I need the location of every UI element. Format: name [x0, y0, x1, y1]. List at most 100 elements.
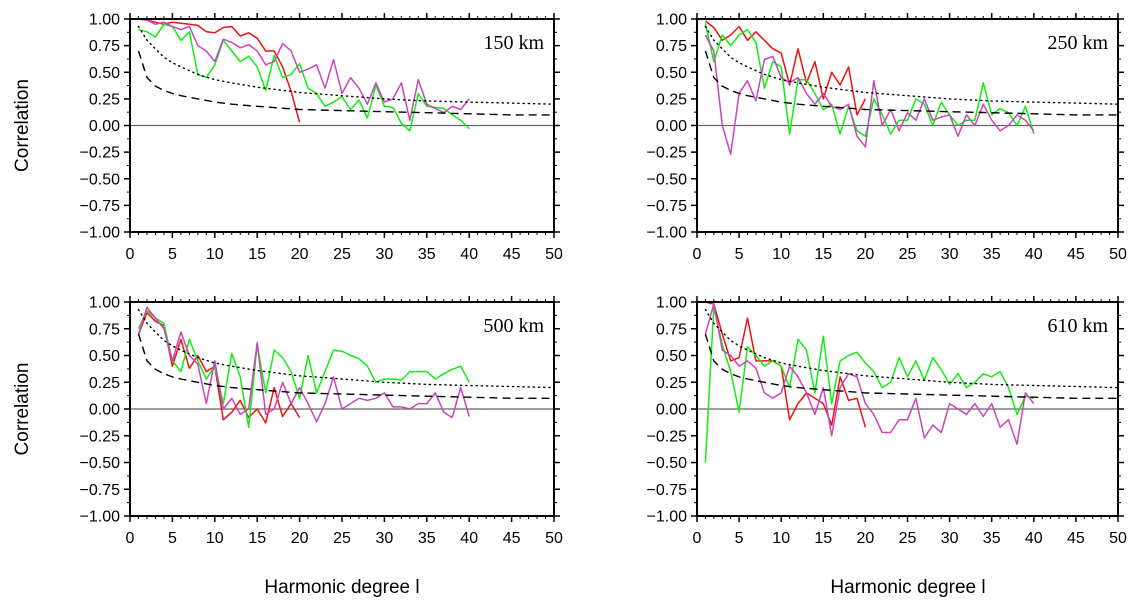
series-reference-dashed — [704, 50, 1118, 116]
chart-panel-3: 1.00 0.75 0.50 0.25 0.00 −0.25 −0.50 −0.75 −1.00… — [12, 295, 563, 599]
x-tick-label: 50 — [1109, 246, 1127, 263]
series-reference-dotted — [137, 25, 555, 105]
y-tick-label: −0.25 — [647, 428, 688, 445]
y-tick-label: 0.50 — [89, 65, 120, 82]
x-tick-label: 30 — [376, 246, 394, 263]
x-tick-label: 40 — [460, 530, 478, 547]
y-tick-label: −1.00 — [647, 509, 688, 526]
series-reference-dotted — [704, 25, 1119, 105]
x-tick-label: 15 — [814, 246, 832, 263]
y-tick-label: −0.75 — [80, 198, 121, 215]
x-tick-label: 30 — [376, 530, 394, 547]
x-tick-label: 15 — [248, 246, 266, 263]
series-reference-dashed — [137, 333, 554, 399]
y-tick-label: −0.50 — [647, 171, 688, 188]
y-tick-label: −0.25 — [80, 145, 121, 162]
y-tick-label: 0.25 — [89, 375, 120, 392]
x-tick-label: 15 — [248, 530, 266, 547]
series-reference-dashed — [137, 50, 554, 116]
y-tick-label: 0.75 — [89, 38, 120, 55]
x-tick-label: 25 — [333, 246, 351, 263]
x-tick-label: 5 — [735, 246, 744, 263]
y-tick-label: 0.00 — [656, 118, 687, 135]
x-tick-label: 5 — [735, 530, 744, 547]
x-tick-label: 10 — [206, 530, 224, 547]
y-tick-label: 0.75 — [656, 321, 687, 338]
panel-depth-label: 610 km — [1047, 315, 1108, 337]
x-tick-label: 20 — [291, 530, 309, 547]
y-axis-label: Correlation — [12, 363, 33, 456]
x-tick-label: 5 — [168, 530, 177, 547]
series-magenta — [704, 303, 1035, 446]
x-tick-label: 35 — [983, 530, 1001, 547]
y-tick-label: −0.75 — [80, 482, 121, 499]
y-tick-label: 0.50 — [656, 348, 687, 365]
x-tick-label: 25 — [899, 246, 917, 263]
panel-depth-label: 500 km — [483, 315, 544, 337]
series-magenta — [137, 306, 470, 423]
x-tick-label: 35 — [418, 530, 436, 547]
y-tick-label: 1.00 — [89, 295, 120, 312]
y-tick-label: −0.75 — [647, 482, 688, 499]
y-tick-label: 0.50 — [89, 348, 120, 365]
x-tick-label: 20 — [857, 246, 875, 263]
y-tick-label: −0.50 — [80, 455, 121, 472]
x-tick-label: 15 — [814, 530, 832, 547]
x-tick-label: 40 — [1025, 246, 1043, 263]
y-tick-label: 0.25 — [89, 91, 120, 108]
y-tick-label: −1.00 — [80, 225, 121, 242]
x-tick-label: 45 — [1067, 246, 1085, 263]
y-tick-label: −1.00 — [80, 509, 121, 526]
y-tick-label: 1.00 — [656, 295, 687, 312]
chart-panel-4: 1.00 0.75 0.50 0.25 0.00 −0.25 −0.50 −0.75 −1.00… — [647, 295, 1127, 599]
x-tick-label: 35 — [983, 246, 1001, 263]
x-tick-label: 25 — [899, 530, 917, 547]
x-tick-label: 40 — [1025, 530, 1043, 547]
x-tick-label: 10 — [772, 246, 790, 263]
x-tick-label: 0 — [126, 246, 135, 263]
x-tick-label: 5 — [168, 246, 177, 263]
y-tick-label: 0.50 — [656, 65, 687, 82]
x-axis-label: Harmonic degree l — [830, 577, 985, 598]
x-tick-label: 0 — [126, 530, 135, 547]
y-tick-label: 0.75 — [89, 321, 120, 338]
y-tick-label: 1.00 — [89, 12, 120, 29]
y-tick-label: 0.00 — [89, 402, 120, 419]
series-green — [704, 306, 1034, 463]
x-tick-label: 25 — [333, 530, 351, 547]
y-tick-label: 1.00 — [656, 12, 687, 29]
x-tick-label: 45 — [503, 530, 521, 547]
y-tick-label: −1.00 — [647, 225, 688, 242]
x-tick-label: 20 — [857, 530, 875, 547]
series-reference-dashed — [704, 333, 1118, 399]
x-tick-label: 0 — [693, 530, 702, 547]
x-axis-label: Harmonic degree l — [264, 577, 419, 598]
y-tick-label: −0.50 — [647, 455, 688, 472]
x-tick-label: 10 — [772, 530, 790, 547]
x-tick-label: 40 — [460, 246, 478, 263]
x-tick-label: 45 — [503, 246, 521, 263]
y-tick-label: 0.25 — [656, 91, 687, 108]
series-red — [704, 20, 867, 116]
series-green — [138, 23, 470, 132]
y-tick-label: −0.50 — [80, 171, 121, 188]
series-reference-dotted — [704, 308, 1119, 389]
x-tick-label: 30 — [941, 246, 959, 263]
series-green — [137, 309, 470, 428]
x-tick-label: 10 — [206, 246, 224, 263]
x-tick-label: 35 — [418, 246, 436, 263]
series-magenta — [704, 34, 1035, 156]
x-tick-label: 45 — [1067, 530, 1085, 547]
y-axis-label: Correlation — [12, 79, 33, 172]
y-tick-label: 0.25 — [656, 375, 687, 392]
x-tick-label: 50 — [545, 246, 563, 263]
series-red — [138, 18, 301, 123]
panel-depth-label: 150 km — [483, 32, 544, 54]
series-red — [705, 301, 867, 428]
chart-panel-1: 1.00 0.75 0.50 0.25 0.00 −0.25 −0.50 −0.75 −1.00… — [12, 12, 563, 264]
x-tick-label: 30 — [941, 530, 959, 547]
y-tick-label: 0.00 — [89, 118, 120, 135]
x-tick-label: 50 — [545, 530, 563, 547]
chart-panel-2: 1.00 0.75 0.50 0.25 0.00 −0.25 −0.50 −0.75 −1.00… — [647, 12, 1127, 264]
